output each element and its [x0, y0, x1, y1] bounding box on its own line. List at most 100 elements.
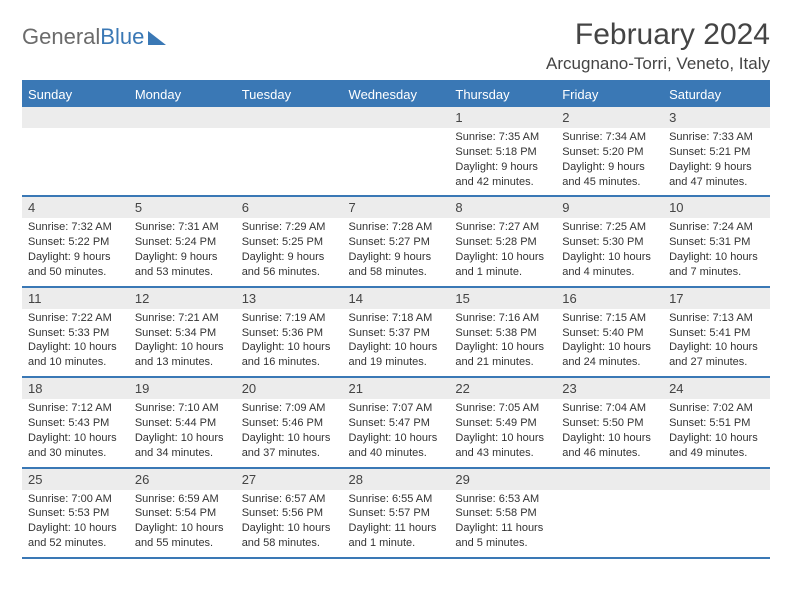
- sunset-line: Sunset: 5:36 PM: [242, 326, 337, 341]
- sunrise-line: Sunrise: 7:04 AM: [562, 401, 657, 416]
- day-info: Sunrise: 7:02 AMSunset: 5:51 PMDaylight:…: [663, 399, 770, 466]
- day-number: 19: [129, 378, 236, 399]
- day-info: Sunrise: 7:05 AMSunset: 5:49 PMDaylight:…: [449, 399, 556, 466]
- calendar: SundayMondayTuesdayWednesdayThursdayFrid…: [22, 80, 770, 559]
- sunrise-line: Sunrise: 7:29 AM: [242, 220, 337, 235]
- sunrise-line: Sunrise: 6:53 AM: [455, 492, 550, 507]
- day-info: Sunrise: 7:27 AMSunset: 5:28 PMDaylight:…: [449, 218, 556, 285]
- day-info: Sunrise: 7:07 AMSunset: 5:47 PMDaylight:…: [343, 399, 450, 466]
- day-number: 8: [449, 197, 556, 218]
- day-number: 25: [22, 469, 129, 490]
- sunrise-line: Sunrise: 7:28 AM: [349, 220, 444, 235]
- day-info: Sunrise: 7:00 AMSunset: 5:53 PMDaylight:…: [22, 490, 129, 557]
- info-row: Sunrise: 7:35 AMSunset: 5:18 PMDaylight:…: [22, 128, 770, 195]
- daynum-row: 2526272829: [22, 469, 770, 490]
- daylight-line: Daylight: 10 hours and 58 minutes.: [242, 521, 337, 551]
- logo: GeneralBlue: [22, 18, 166, 50]
- sunset-line: Sunset: 5:56 PM: [242, 506, 337, 521]
- day-number: 20: [236, 378, 343, 399]
- sunrise-line: Sunrise: 7:09 AM: [242, 401, 337, 416]
- day-info: Sunrise: 7:09 AMSunset: 5:46 PMDaylight:…: [236, 399, 343, 466]
- day-info: Sunrise: 7:35 AMSunset: 5:18 PMDaylight:…: [449, 128, 556, 195]
- day-info: Sunrise: 7:25 AMSunset: 5:30 PMDaylight:…: [556, 218, 663, 285]
- day-info: [22, 128, 129, 195]
- day-number: 26: [129, 469, 236, 490]
- daylight-line: Daylight: 10 hours and 4 minutes.: [562, 250, 657, 280]
- weekday-header: Friday: [556, 82, 663, 107]
- day-info: Sunrise: 7:18 AMSunset: 5:37 PMDaylight:…: [343, 309, 450, 376]
- day-number: 5: [129, 197, 236, 218]
- sunrise-line: Sunrise: 7:22 AM: [28, 311, 123, 326]
- daylight-line: Daylight: 10 hours and 21 minutes.: [455, 340, 550, 370]
- sunset-line: Sunset: 5:30 PM: [562, 235, 657, 250]
- day-info: Sunrise: 6:59 AMSunset: 5:54 PMDaylight:…: [129, 490, 236, 557]
- daylight-line: Daylight: 10 hours and 49 minutes.: [669, 431, 764, 461]
- day-number: 12: [129, 288, 236, 309]
- day-number: [663, 469, 770, 490]
- sunset-line: Sunset: 5:54 PM: [135, 506, 230, 521]
- daylight-line: Daylight: 9 hours and 58 minutes.: [349, 250, 444, 280]
- day-info: Sunrise: 7:10 AMSunset: 5:44 PMDaylight:…: [129, 399, 236, 466]
- logo-text-2: Blue: [100, 24, 144, 50]
- sunset-line: Sunset: 5:25 PM: [242, 235, 337, 250]
- sunset-line: Sunset: 5:37 PM: [349, 326, 444, 341]
- location: Arcugnano-Torri, Veneto, Italy: [546, 54, 770, 74]
- daylight-line: Daylight: 10 hours and 10 minutes.: [28, 340, 123, 370]
- sunset-line: Sunset: 5:21 PM: [669, 145, 764, 160]
- day-info: [343, 128, 450, 195]
- sunset-line: Sunset: 5:20 PM: [562, 145, 657, 160]
- info-row: Sunrise: 7:32 AMSunset: 5:22 PMDaylight:…: [22, 218, 770, 285]
- day-number: 9: [556, 197, 663, 218]
- day-number: [129, 107, 236, 128]
- day-number: 21: [343, 378, 450, 399]
- sunset-line: Sunset: 5:51 PM: [669, 416, 764, 431]
- day-number: 1: [449, 107, 556, 128]
- sunrise-line: Sunrise: 7:13 AM: [669, 311, 764, 326]
- day-number: 3: [663, 107, 770, 128]
- sunrise-line: Sunrise: 7:12 AM: [28, 401, 123, 416]
- day-number: [22, 107, 129, 128]
- sunrise-line: Sunrise: 6:57 AM: [242, 492, 337, 507]
- sunset-line: Sunset: 5:27 PM: [349, 235, 444, 250]
- daylight-line: Daylight: 10 hours and 37 minutes.: [242, 431, 337, 461]
- weekday-header: Monday: [129, 82, 236, 107]
- sunrise-line: Sunrise: 7:19 AM: [242, 311, 337, 326]
- daylight-line: Daylight: 9 hours and 45 minutes.: [562, 160, 657, 190]
- sunset-line: Sunset: 5:47 PM: [349, 416, 444, 431]
- daylight-line: Daylight: 9 hours and 42 minutes.: [455, 160, 550, 190]
- daylight-line: Daylight: 9 hours and 47 minutes.: [669, 160, 764, 190]
- title-block: February 2024 Arcugnano-Torri, Veneto, I…: [546, 18, 770, 74]
- weekday-header: Sunday: [22, 82, 129, 107]
- day-info: [129, 128, 236, 195]
- sunrise-line: Sunrise: 7:35 AM: [455, 130, 550, 145]
- day-info: Sunrise: 6:57 AMSunset: 5:56 PMDaylight:…: [236, 490, 343, 557]
- day-info: Sunrise: 7:16 AMSunset: 5:38 PMDaylight:…: [449, 309, 556, 376]
- day-number: 16: [556, 288, 663, 309]
- sunrise-line: Sunrise: 7:00 AM: [28, 492, 123, 507]
- daylight-line: Daylight: 10 hours and 7 minutes.: [669, 250, 764, 280]
- sunrise-line: Sunrise: 7:21 AM: [135, 311, 230, 326]
- daylight-line: Daylight: 10 hours and 19 minutes.: [349, 340, 444, 370]
- sunset-line: Sunset: 5:44 PM: [135, 416, 230, 431]
- day-number: 4: [22, 197, 129, 218]
- daylight-line: Daylight: 11 hours and 1 minute.: [349, 521, 444, 551]
- daylight-line: Daylight: 9 hours and 53 minutes.: [135, 250, 230, 280]
- day-number: [236, 107, 343, 128]
- day-info: Sunrise: 7:24 AMSunset: 5:31 PMDaylight:…: [663, 218, 770, 285]
- day-number: 11: [22, 288, 129, 309]
- sunset-line: Sunset: 5:49 PM: [455, 416, 550, 431]
- sunrise-line: Sunrise: 7:27 AM: [455, 220, 550, 235]
- day-info: Sunrise: 7:29 AMSunset: 5:25 PMDaylight:…: [236, 218, 343, 285]
- day-info: Sunrise: 7:21 AMSunset: 5:34 PMDaylight:…: [129, 309, 236, 376]
- daynum-row: 11121314151617: [22, 288, 770, 309]
- header: GeneralBlue February 2024 Arcugnano-Torr…: [22, 18, 770, 74]
- day-number: [556, 469, 663, 490]
- day-number: 27: [236, 469, 343, 490]
- day-info: Sunrise: 7:19 AMSunset: 5:36 PMDaylight:…: [236, 309, 343, 376]
- sunset-line: Sunset: 5:41 PM: [669, 326, 764, 341]
- sunset-line: Sunset: 5:38 PM: [455, 326, 550, 341]
- sunset-line: Sunset: 5:40 PM: [562, 326, 657, 341]
- sunrise-line: Sunrise: 7:25 AM: [562, 220, 657, 235]
- day-number: 15: [449, 288, 556, 309]
- sunrise-line: Sunrise: 7:16 AM: [455, 311, 550, 326]
